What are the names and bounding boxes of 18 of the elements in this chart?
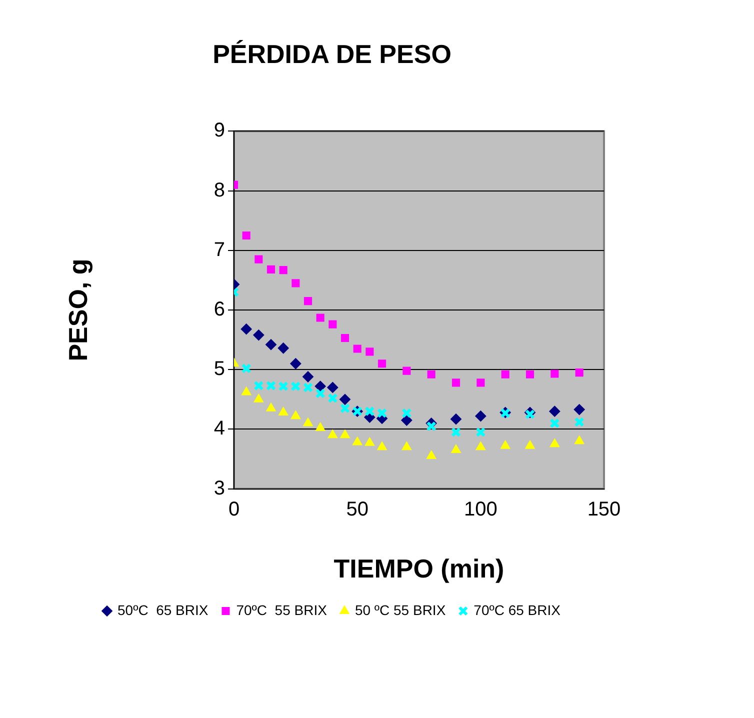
x-tick-label: 50 bbox=[346, 498, 368, 520]
legend-label: 50ºC 65 BRIX bbox=[118, 602, 209, 618]
y-axis-title: PESO, g bbox=[62, 258, 93, 362]
legend-label: 70ºC 55 BRIX bbox=[236, 602, 328, 618]
y-tick-label: 9 bbox=[214, 120, 225, 142]
y-tick-label: 4 bbox=[214, 418, 225, 440]
x-axis-title: TIEMPO (min) bbox=[334, 554, 504, 584]
legend-label: 50 ºC 55 BRIX bbox=[354, 602, 446, 618]
y-tick-label: 3 bbox=[214, 477, 225, 500]
x-tick-label: 150 bbox=[587, 498, 621, 520]
chart-title: PÉRDIDA DE PESO bbox=[212, 38, 452, 69]
y-tick-label: 6 bbox=[214, 298, 225, 321]
y-tick-label: 5 bbox=[214, 358, 225, 380]
y-tick-label: 8 bbox=[214, 179, 225, 202]
legend-label: 70ºC 65 BRIX bbox=[474, 602, 562, 618]
y-tick-label: 7 bbox=[214, 238, 225, 261]
x-tick-label: 0 bbox=[228, 498, 240, 520]
x-tick-label: 100 bbox=[464, 498, 498, 520]
